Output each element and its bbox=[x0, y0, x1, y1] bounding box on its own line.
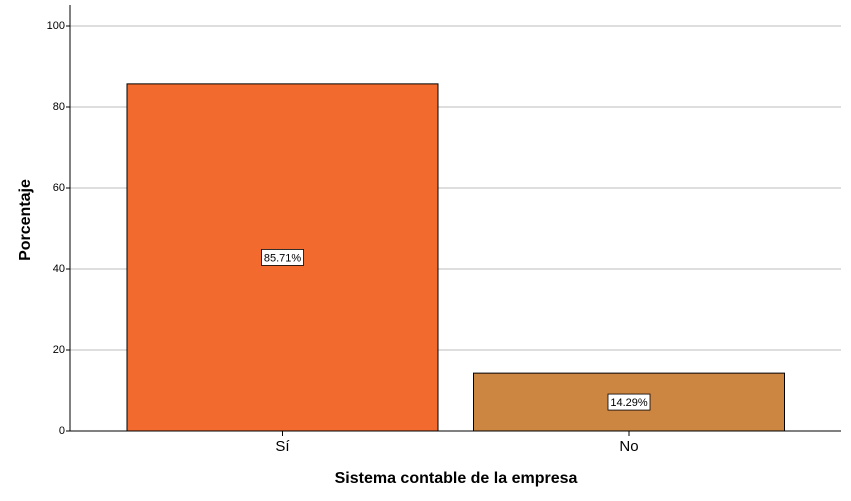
x-axis-label: Sistema contable de la empresa bbox=[335, 470, 578, 487]
value-label: 85.71% bbox=[264, 252, 302, 264]
y-tick-label: 0 bbox=[59, 425, 65, 437]
x-tick-label: No bbox=[619, 438, 638, 455]
y-tick-label: 100 bbox=[47, 20, 65, 32]
y-tick-label: 20 bbox=[53, 344, 65, 356]
value-label: 14.29% bbox=[610, 397, 648, 409]
y-tick-label: 40 bbox=[53, 263, 65, 275]
value-label-box bbox=[261, 249, 304, 266]
y-tick-label: 80 bbox=[53, 101, 65, 113]
y-axis-label: Porcentaje bbox=[17, 179, 34, 261]
x-tick-label: Sí bbox=[275, 438, 290, 455]
value-label-box bbox=[607, 393, 651, 411]
y-tick-label: 60 bbox=[53, 182, 65, 194]
